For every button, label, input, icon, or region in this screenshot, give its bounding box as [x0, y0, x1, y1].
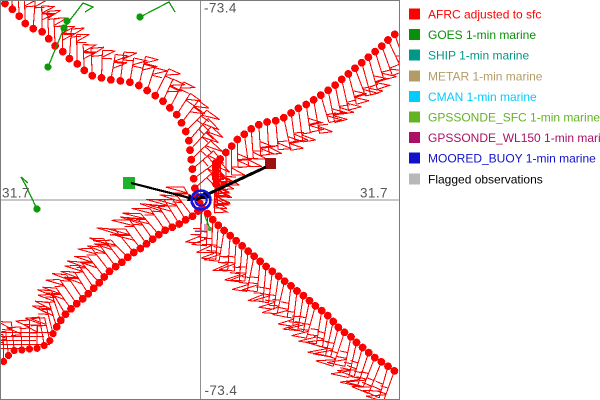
svg-text:-73.4: -73.4 [204, 1, 237, 16]
svg-text:MOORED_BUOY 1-min marine: MOORED_BUOY 1-min marine [428, 152, 596, 166]
svg-text:Flagged observations: Flagged observations [428, 172, 543, 186]
svg-text:-73.4: -73.4 [205, 383, 238, 398]
svg-text:METAR 1-min marine: METAR 1-min marine [428, 69, 543, 83]
svg-text:GPSSONDE_WL150 1-min marine: GPSSONDE_WL150 1-min marine [428, 131, 600, 145]
svg-text:CMAN 1-min marine: CMAN 1-min marine [428, 90, 537, 104]
svg-text:31.7: 31.7 [2, 186, 30, 201]
svg-text:GPSSONDE_SFC 1-min marine: GPSSONDE_SFC 1-min marine [428, 111, 600, 125]
svg-text:AFRC adjusted to sfc: AFRC adjusted to sfc [428, 8, 541, 22]
svg-text:GOES 1-min marine: GOES 1-min marine [428, 28, 536, 42]
svg-text:SHIP 1-min marine: SHIP 1-min marine [428, 49, 529, 63]
svg-text:31.7: 31.7 [360, 186, 388, 201]
